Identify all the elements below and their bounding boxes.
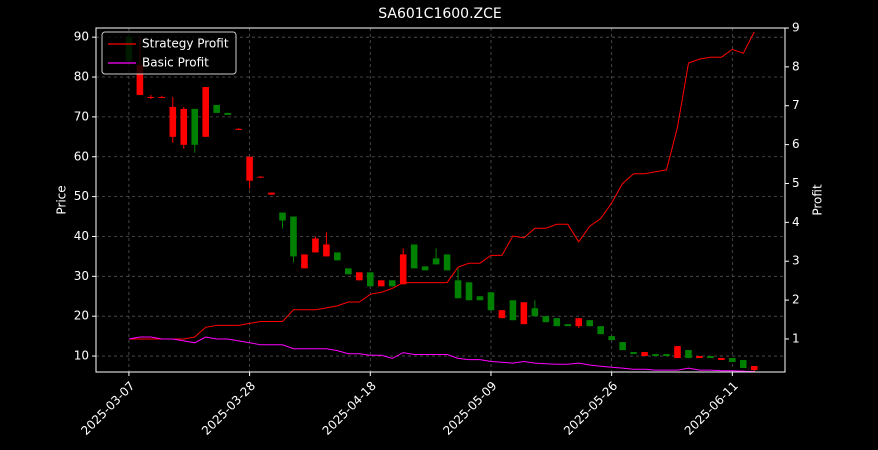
candle-body: [169, 106, 177, 137]
candle-body: [345, 268, 352, 275]
candle-body: [257, 176, 264, 178]
candle-body: [377, 280, 385, 287]
candle-body: [542, 316, 550, 323]
y-tick-label: 60: [74, 149, 89, 163]
candle-body: [235, 128, 242, 130]
plot-frame: [95, 27, 786, 373]
y-tick-label: 30: [74, 269, 89, 283]
candle-body: [224, 112, 231, 115]
candle-body: [696, 356, 703, 359]
candle-body: [674, 346, 681, 359]
x-tick-label: 2025-03-28: [199, 379, 258, 438]
legend: Strategy Profit Basic Profit: [101, 31, 237, 75]
candle-body: [630, 352, 637, 355]
candle-body: [597, 326, 604, 335]
candle-body: [740, 360, 747, 369]
candle-body: [147, 96, 155, 98]
y-tick-label: 70: [74, 109, 89, 123]
y2-tick-label: 3: [792, 254, 800, 268]
candle-body: [729, 358, 736, 363]
y-tick-label: 90: [74, 30, 89, 44]
y-tick-label: 20: [74, 309, 89, 323]
y-tick-label: 50: [74, 189, 89, 203]
candle-body: [421, 266, 429, 271]
profit-line: [128, 336, 755, 373]
y2-tick-label: 4: [792, 215, 800, 229]
candle-body: [202, 86, 210, 137]
candle-body: [191, 108, 199, 145]
y2-axis-label: Profit: [811, 184, 825, 216]
x-tick-label: 2025-04-18: [320, 379, 379, 438]
x-tick-label: 2025-03-07: [78, 379, 137, 438]
profit-line: [128, 31, 755, 340]
candle-body: [399, 254, 407, 285]
candle-body: [750, 366, 758, 371]
y-tick-label: 40: [74, 229, 89, 243]
candle-body: [641, 352, 648, 357]
candle-body: [586, 320, 594, 327]
candle-body: [180, 108, 188, 145]
candle-body: [268, 192, 275, 195]
y2-tick-label: 1: [792, 331, 800, 345]
y-axis-label: Price: [55, 185, 69, 214]
legend-label: Strategy Profit: [142, 37, 229, 51]
candle-body: [509, 300, 517, 321]
candle-body: [718, 358, 725, 361]
x-tick-label: 2025-05-09: [440, 379, 499, 438]
y2-tick-label: 5: [792, 176, 800, 190]
candle-body: [707, 356, 714, 359]
candle-body: [619, 342, 626, 351]
candle-body: [608, 336, 615, 341]
legend-label: Basic Profit: [142, 56, 209, 70]
y2-tick-label: 7: [792, 98, 800, 112]
candle-body: [290, 216, 297, 257]
candle-body: [443, 254, 451, 271]
candle-body: [410, 244, 418, 269]
candle-body: [685, 350, 692, 359]
candle-body: [136, 65, 144, 95]
y-tick-label: 10: [74, 349, 89, 363]
candle-body: [531, 308, 539, 317]
candle-body: [663, 354, 670, 357]
candle-body: [213, 104, 220, 113]
candle-body: [564, 324, 572, 327]
candle-body: [312, 238, 319, 253]
y2-tick-label: 6: [792, 137, 800, 151]
candle-body: [323, 244, 330, 257]
candle-body: [520, 302, 528, 325]
candle-body: [465, 282, 473, 301]
y2-tick-label: 9: [792, 21, 800, 35]
candle-body: [334, 252, 341, 261]
candle-body: [356, 272, 363, 281]
candle-body: [454, 280, 462, 299]
candle-body: [498, 310, 506, 319]
candle-body: [553, 318, 561, 327]
candle-body: [279, 212, 286, 221]
candle-body: [432, 258, 440, 265]
candle-body: [388, 280, 396, 287]
candle-body: [487, 292, 495, 311]
candle-body: [301, 254, 308, 269]
x-tick-label: 2025-05-26: [561, 379, 620, 438]
y-tick-label: 80: [74, 70, 89, 84]
chart-title: SA601C1600.ZCE: [378, 6, 502, 22]
y2-tick-label: 8: [792, 59, 800, 73]
candle-body: [366, 272, 374, 287]
y2-tick-label: 2: [792, 293, 800, 307]
candle-body: [158, 96, 166, 98]
candle-body: [246, 156, 253, 181]
candle-body: [652, 354, 659, 357]
x-tick-label: 2025-06-11: [682, 379, 741, 438]
candle-body: [575, 318, 583, 327]
candle-body: [476, 296, 484, 301]
